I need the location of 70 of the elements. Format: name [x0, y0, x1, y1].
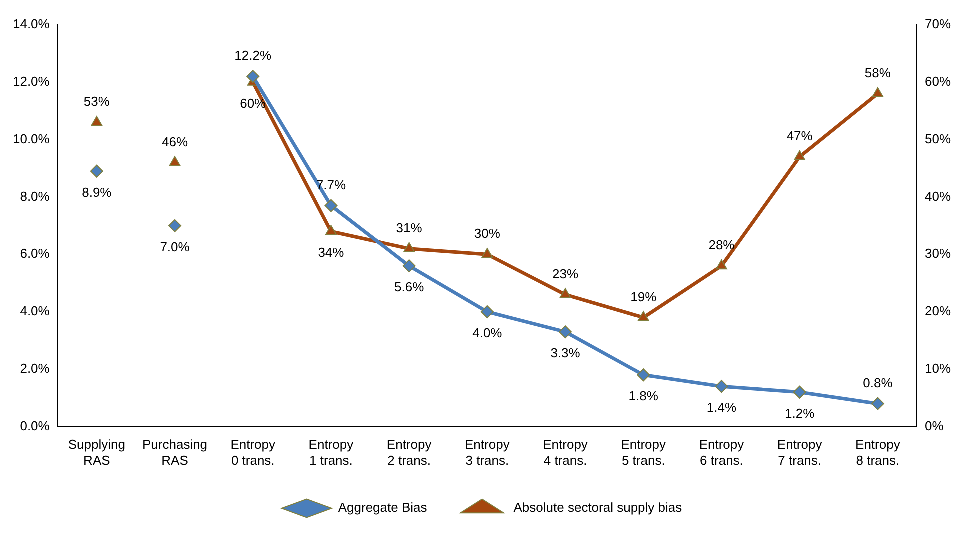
point [168, 219, 182, 232]
x-tick-label: Supplying RAS [68, 437, 126, 468]
x-tick-label: Entropy 5 trans. [621, 437, 667, 468]
data-label: 30% [474, 226, 501, 242]
point [871, 397, 884, 410]
point [326, 225, 337, 236]
data-label: 1.4% [706, 400, 737, 416]
data-label: 12.2% [234, 48, 272, 64]
data-label: 23% [552, 266, 579, 282]
y2-tick-label: 30% [924, 246, 952, 262]
data-label: 5.6% [394, 280, 425, 295]
data-label: 3.3% [550, 346, 581, 361]
y-tick-label: 10.0% [12, 131, 50, 146]
point [482, 248, 494, 258]
legend-label: Absolute sectoral supply bias [514, 500, 683, 516]
data-label: 8.9% [82, 184, 112, 200]
point [560, 288, 572, 298]
point [480, 306, 494, 318]
point [716, 260, 728, 270]
y-tick-label: 14.0% [12, 16, 50, 32]
point [638, 311, 650, 322]
x-tick-label: Entropy 1 trans. [308, 437, 354, 468]
data-label: 58% [864, 65, 892, 80]
y-tick-label: 8.0% [20, 188, 50, 204]
y2-tick-label: 60% [924, 74, 952, 89]
x-tick-label: Entropy 7 trans. [777, 437, 823, 468]
point [872, 87, 884, 98]
y-tick-label: 0.0% [20, 418, 50, 434]
y-tick-label: 12.0% [12, 74, 50, 89]
point [793, 386, 806, 399]
data-label: 19% [630, 289, 658, 304]
point [324, 199, 338, 212]
x-tick-label: Entropy 0 trans. [230, 437, 276, 468]
x-tick-label: Purchasing RAS [142, 437, 208, 468]
data-label: 7.0% [160, 239, 190, 254]
y-tick-label: 2.0% [20, 360, 50, 376]
data-label: 4.0% [472, 326, 503, 341]
x-tick-label: Entropy 6 trans. [699, 437, 745, 468]
point [637, 368, 650, 382]
y-tick-label: 4.0% [20, 304, 50, 319]
point [404, 242, 416, 252]
y2-tick-label: 70% [924, 16, 952, 32]
point [559, 326, 572, 339]
x-tick-label: Entropy 8 trans. [856, 437, 901, 468]
x-tick-label: Entropy 2 trans. [386, 437, 432, 468]
data-label: 28% [708, 238, 736, 253]
point [169, 156, 181, 166]
y-tick-label: 6.0% [20, 246, 50, 262]
legend-label: Aggregate Bias [338, 500, 428, 516]
point [246, 70, 260, 84]
point [91, 116, 103, 126]
point [402, 260, 416, 273]
point [794, 150, 806, 161]
data-label: 1.8% [628, 388, 659, 404]
x-tick-label: Entropy 3 trans. [465, 437, 510, 468]
data-label: 31% [396, 220, 423, 236]
data-label: 46% [162, 134, 188, 150]
y2-tick-label: 40% [924, 188, 952, 204]
data-label: 1.2% [785, 406, 816, 421]
x-tick-label: Entropy 4 trans. [543, 437, 588, 468]
y2-tick-label: 0% [924, 418, 944, 434]
point [715, 380, 728, 394]
y2-tick-label: 20% [924, 304, 952, 319]
point [90, 164, 104, 178]
data-label: 47% [786, 128, 814, 144]
y2-tick-label: 50% [924, 131, 952, 146]
data-label: 0.8% [863, 375, 894, 390]
data-label: 34% [318, 245, 345, 260]
data-label: 53% [84, 94, 110, 110]
y2-tick-label: 10% [924, 360, 952, 376]
